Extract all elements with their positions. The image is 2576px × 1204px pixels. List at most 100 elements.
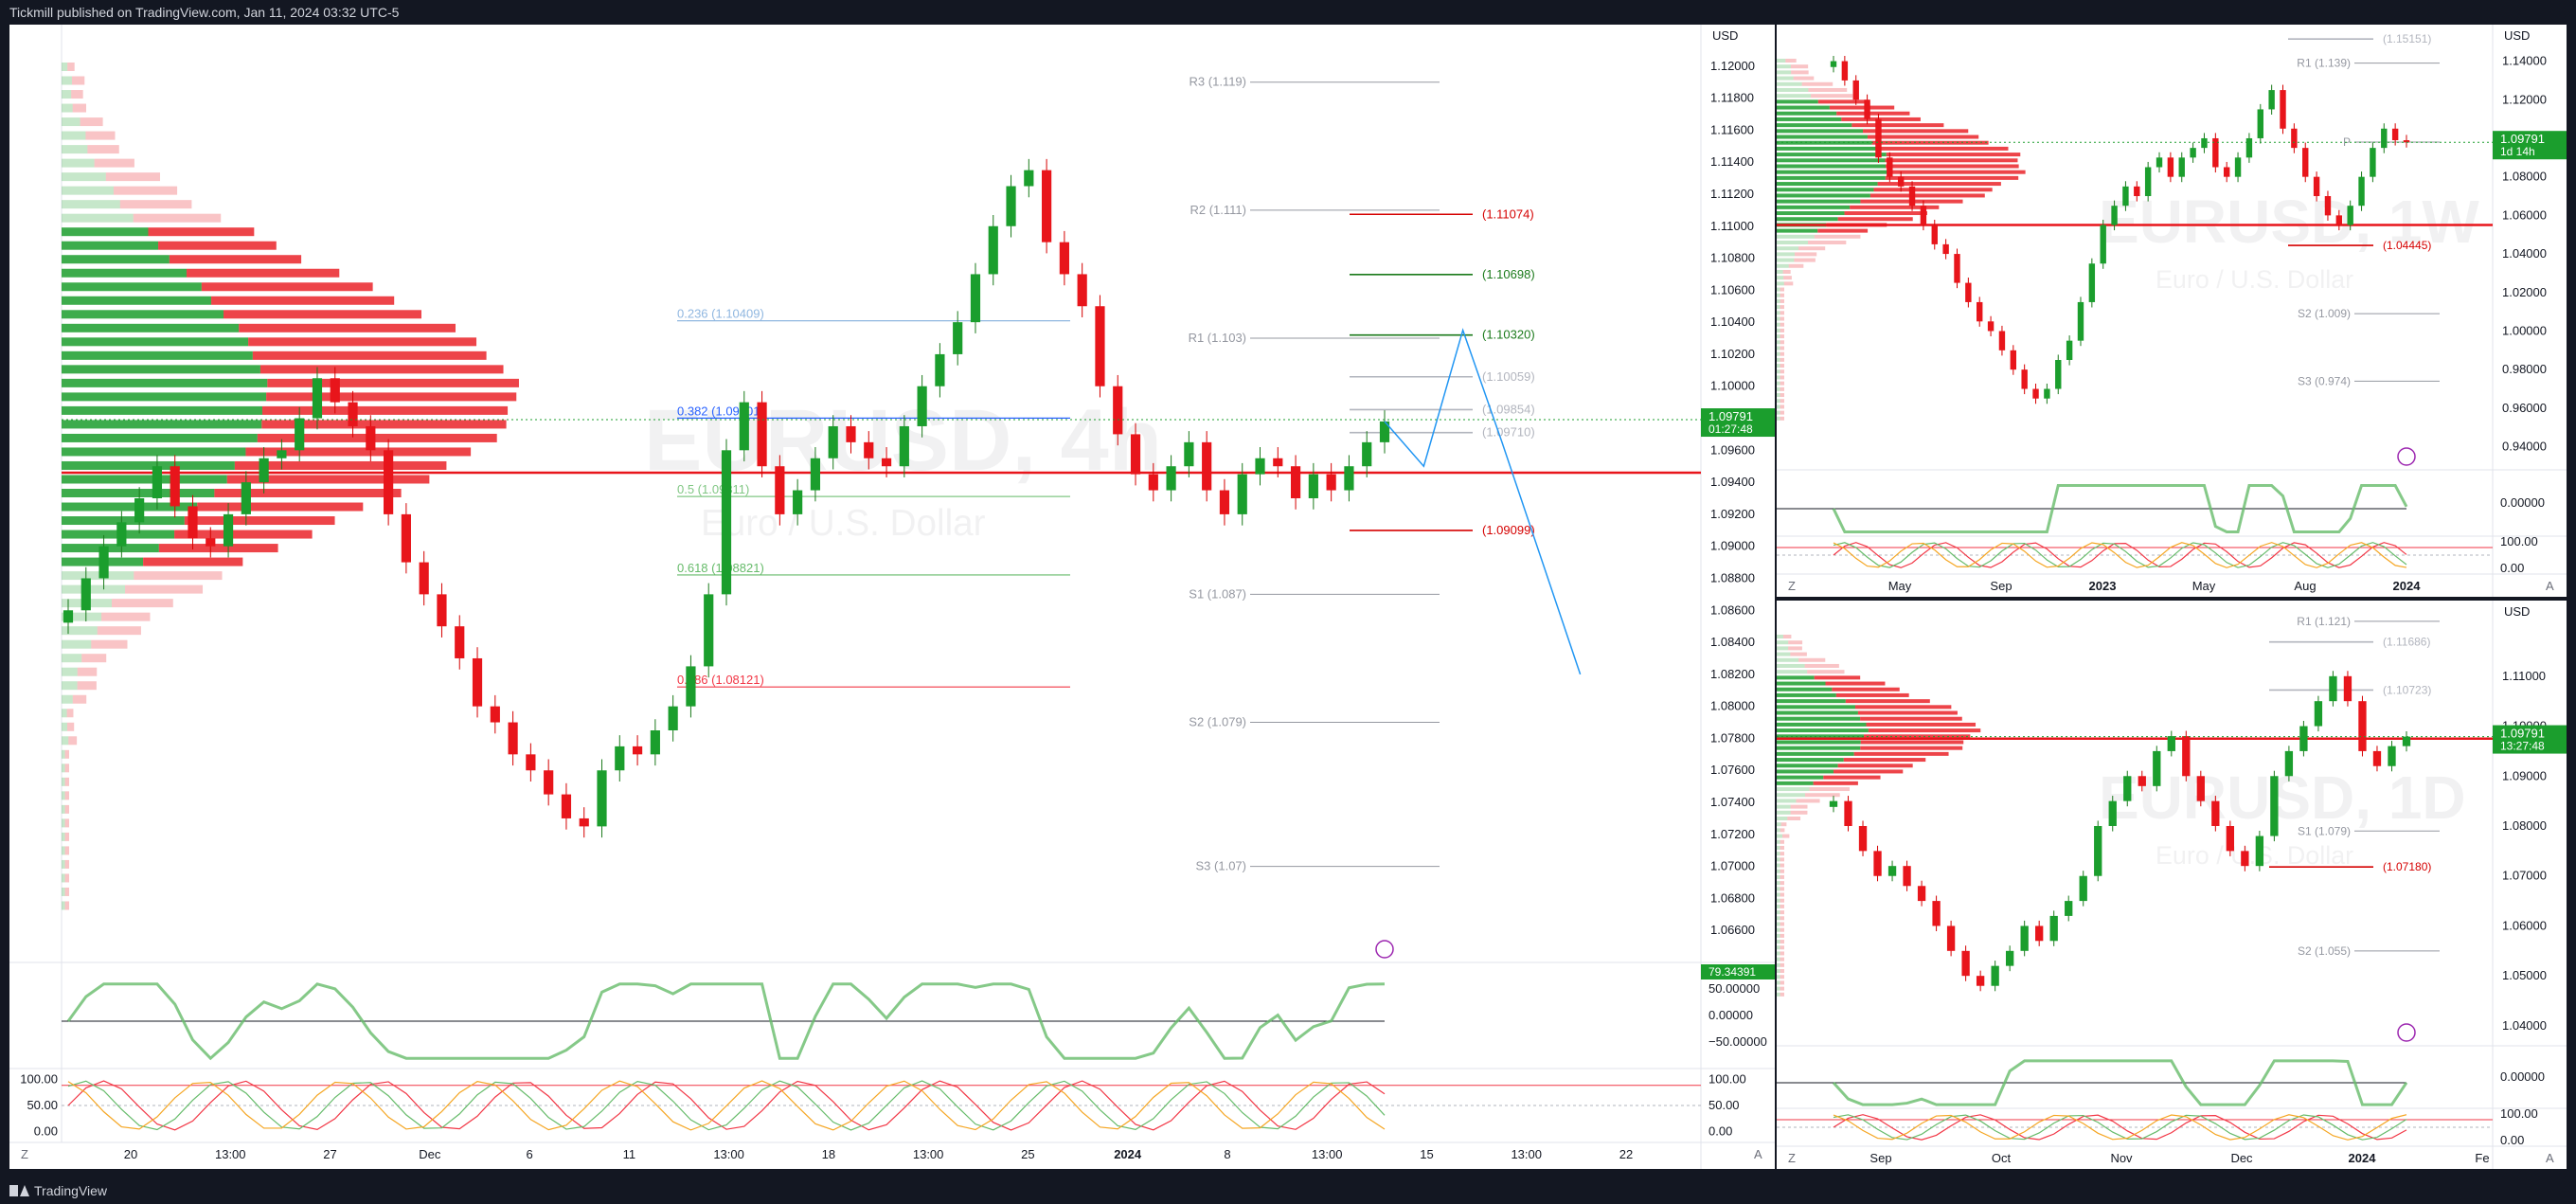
volume-profile-bar	[62, 667, 78, 676]
volume-profile-bar	[62, 76, 72, 85]
volume-profile-bar	[1777, 922, 1780, 926]
weekly-chart-svg[interactable]: EURUSD, 1W Euro / U.S. Dollar 1.14000 1.120…	[1777, 25, 2567, 597]
last-price-box	[2493, 131, 2567, 160]
tradingview-logo[interactable]: TradingView	[9, 1177, 107, 1204]
candle-body	[2402, 736, 2411, 746]
volume-profile-bar	[64, 901, 69, 910]
volume-profile-bar	[1780, 369, 1784, 374]
candle-body	[544, 770, 554, 795]
volume-profile-bar	[1785, 59, 1797, 63]
volume-profile-bar	[1777, 410, 1780, 415]
candle-body	[757, 402, 767, 467]
volume-profile-bar	[1780, 887, 1784, 891]
volume-profile-bar	[1837, 217, 1913, 222]
volume-profile-bar	[1780, 916, 1784, 921]
zoom-icon: Z	[1788, 1151, 1796, 1165]
candle-body	[170, 466, 180, 507]
volume-profile-bar	[1777, 276, 1784, 280]
candle-body	[2257, 109, 2263, 138]
volume-profile-bar	[1777, 228, 1818, 233]
fib-label: 0.5 (1.09311)	[677, 482, 749, 496]
candle-body	[295, 418, 305, 451]
volume-profile-bar	[1777, 817, 1788, 820]
candle-body	[793, 490, 803, 514]
volume-profile-bar	[1777, 969, 1780, 974]
volume-profile-bar	[1777, 781, 1814, 785]
candle-body	[1917, 886, 1926, 902]
candle-body	[1987, 321, 1995, 332]
volume-profile-bar	[1780, 852, 1784, 856]
volume-profile-bar	[134, 571, 223, 581]
volume-profile-bar	[62, 544, 159, 553]
candle-body	[2005, 950, 2014, 966]
volume-profile-bar	[1811, 94, 1853, 99]
volume-profile-bar	[1782, 834, 1790, 838]
volume-profile-bar	[77, 667, 98, 676]
price-tick-label: 1.08000	[2502, 818, 2547, 833]
volume-profile-bar	[226, 475, 430, 484]
volume-profile-bar	[1777, 892, 1780, 897]
volume-profile-bar	[1777, 740, 1861, 745]
chart-background	[1777, 601, 2567, 1169]
candle-body	[455, 626, 465, 658]
volume-profile-bar	[72, 694, 87, 704]
volume-profile-bar	[62, 859, 65, 869]
candle-body	[1991, 965, 1999, 986]
symbol-watermark: EURUSD, 1W	[2099, 188, 2479, 256]
volume-profile-bar	[1825, 681, 1886, 686]
volume-profile-bar	[62, 584, 126, 594]
volume-profile-bar	[133, 213, 222, 223]
volume-profile-bar	[62, 887, 65, 896]
time-tick-label: Oct	[1992, 1151, 2012, 1165]
candle-body	[935, 353, 945, 386]
volume-profile-bar	[125, 584, 204, 594]
volume-profile-bar	[1853, 751, 1949, 756]
volume-profile-bar	[62, 709, 67, 718]
volume-profile-bar	[1780, 869, 1784, 873]
candle-body	[1095, 306, 1105, 386]
price-tick-label: 1.08600	[1710, 602, 1755, 617]
candle-body	[2329, 675, 2337, 702]
volume-profile-bar	[1777, 164, 1887, 169]
volume-profile-bar	[1777, 404, 1780, 409]
oscillator-value-box	[1701, 964, 1775, 979]
volume-profile-bar	[201, 282, 373, 292]
volume-profile-bar	[1863, 129, 1969, 134]
volume-profile-bar	[1885, 175, 2019, 180]
price-tick-label: 1.06000	[2502, 207, 2547, 222]
volume-profile-bar	[71, 76, 85, 85]
volume-profile-bar	[1780, 980, 1784, 985]
level-label: (1.15151)	[2383, 32, 2431, 45]
level-label: (1.07180)	[2383, 860, 2431, 873]
volume-profile-bar	[174, 530, 313, 539]
candle-body	[152, 466, 163, 498]
volume-profile-bar	[1777, 117, 1842, 121]
time-tick-label: 20	[124, 1147, 137, 1161]
volume-profile-bar	[267, 378, 519, 387]
volume-profile-bar	[169, 255, 302, 264]
volume-profile-bar	[1782, 269, 1791, 274]
volume-profile-bar	[62, 694, 73, 704]
volume-profile-bar	[1777, 975, 1780, 979]
tradingview-logo-icon	[9, 1185, 29, 1196]
time-tick-label: 18	[822, 1147, 835, 1161]
time-tick-label: 22	[1619, 1147, 1633, 1161]
candle-body	[2255, 836, 2264, 867]
candle-body	[2358, 176, 2365, 207]
weekly-chart-panel[interactable]: EURUSD, 1W Euro / U.S. Dollar 1.14000 1.120…	[1777, 25, 2567, 597]
candle-body	[98, 546, 109, 579]
candle-body	[2234, 157, 2242, 177]
volume-profile-bar	[1777, 869, 1780, 873]
candle-body	[223, 513, 234, 547]
last-price-label: 1.09791	[2500, 132, 2545, 146]
main-chart-panel[interactable]: EURUSD, 4h Euro / U.S. Dollar 1.12000 1.118…	[9, 25, 1775, 1169]
level-label: (1.10059)	[1482, 369, 1535, 384]
volume-profile-bar	[62, 749, 65, 759]
price-tick-label: 1.10200	[1710, 347, 1755, 361]
volume-profile-bar	[62, 117, 80, 127]
time-tick-label: 15	[1420, 1147, 1433, 1161]
candle-body	[2065, 901, 2073, 916]
